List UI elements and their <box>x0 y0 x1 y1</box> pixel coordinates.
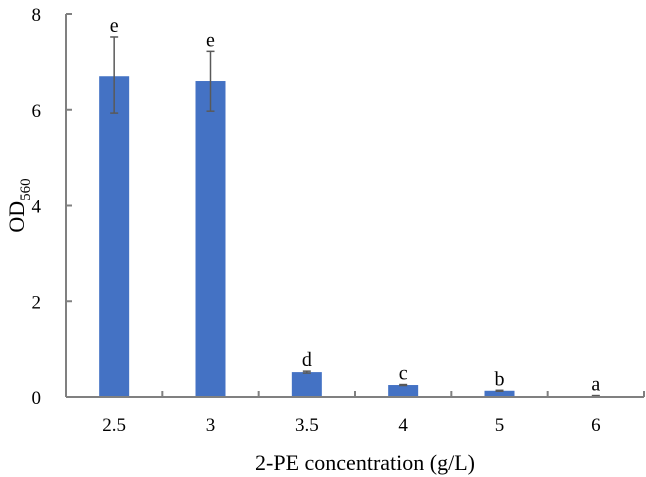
y-tick-label: 2 <box>32 292 42 313</box>
y-tick-label: 0 <box>32 388 42 409</box>
bar <box>388 385 419 397</box>
significance-letter: a <box>591 374 600 396</box>
x-tick-label: 3 <box>206 415 216 436</box>
significance-letter: c <box>399 363 408 385</box>
bar-group: d 3.5 <box>291 349 322 436</box>
x-tick-label: 3.5 <box>295 415 319 436</box>
bar <box>99 76 130 398</box>
significance-letter: e <box>206 29 215 51</box>
bar <box>291 372 322 397</box>
significance-letter: b <box>495 368 505 390</box>
y-tick-label: 8 <box>32 5 42 26</box>
x-tick-label: 6 <box>591 415 601 436</box>
y-axis-title: OD560 <box>4 178 34 232</box>
x-tick-label: 5 <box>495 415 505 436</box>
bar-group: b5 <box>484 368 515 436</box>
y-tick-label: 4 <box>32 197 42 218</box>
y-axis-title-subscript: 560 <box>18 178 34 201</box>
y-axis-title-main: OD <box>4 201 29 233</box>
y-tick-label: 6 <box>32 101 42 122</box>
x-tick-label: 4 <box>398 415 408 436</box>
bar-group: e3 <box>195 29 226 436</box>
x-axis-title: 2-PE concentration (g/L) <box>255 450 475 475</box>
bar-group: c4 <box>388 363 419 436</box>
bar-group: e 2.5 <box>99 15 130 436</box>
bar <box>484 390 515 397</box>
bar-group: a6 <box>580 374 611 436</box>
significance-letter: e <box>110 15 119 37</box>
bar <box>195 81 226 398</box>
significance-letter: d <box>302 349 312 371</box>
x-tick-label: 2.5 <box>102 415 126 436</box>
